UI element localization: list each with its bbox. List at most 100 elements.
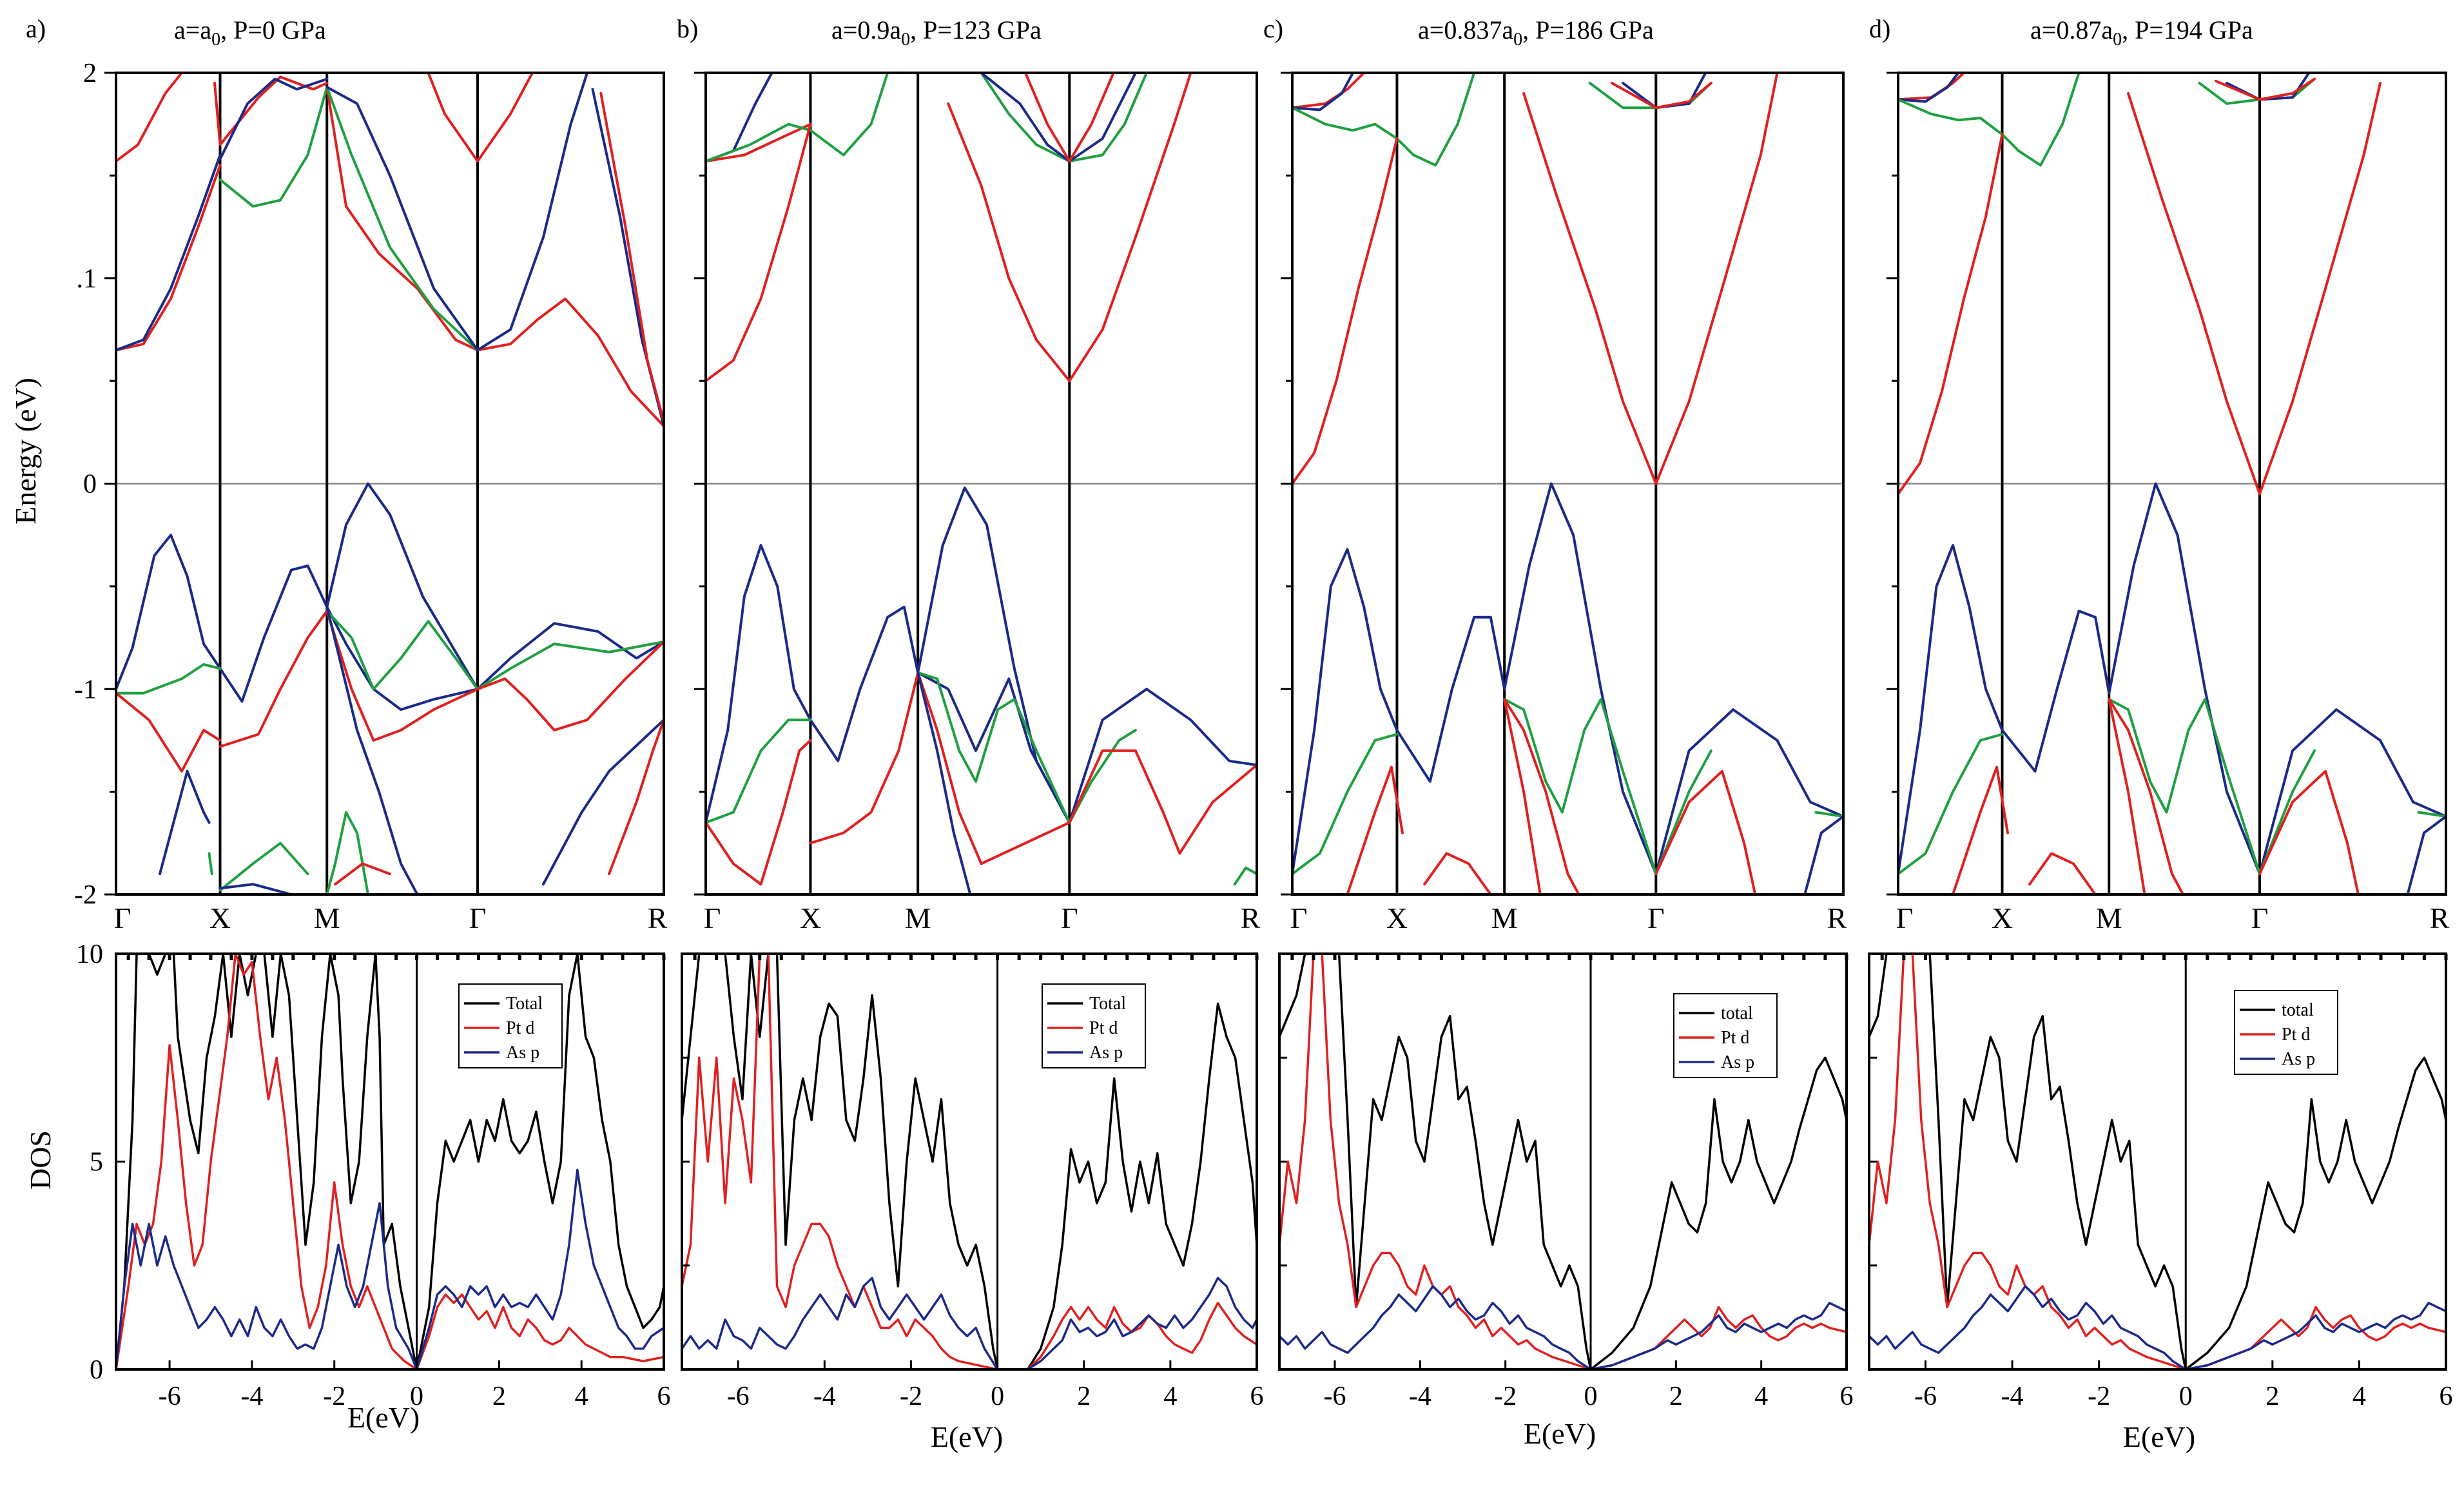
- dos-panel-d: -6 -4 -2 0 2 4 6 E(eV) total Pt d As p: [1868, 952, 2453, 1453]
- band-panel-a: a) a=a0, P=0 GPa Γ X M Γ R 2 .1 0 -1 -2: [26, 14, 668, 934]
- panel-letter: a): [26, 14, 46, 43]
- band-line-conduction-band: [1898, 73, 1960, 103]
- band-line-valence-band: [1068, 688, 1257, 824]
- dos-panel-a: -6 -4 -2 0 2 4 6 0 5 10 E(eV) Total Pt d As p: [76, 940, 671, 1434]
- kpoint-label: X: [800, 902, 821, 934]
- band-line-valence-band: [1898, 544, 2004, 876]
- dos-line-total: [682, 954, 999, 1369]
- kpoint-label: Γ: [469, 902, 487, 934]
- dos-x-tick-label: 4: [1163, 1382, 1177, 1411]
- dos-x-tick-label: 4: [2352, 1382, 2366, 1411]
- band-line-valence-band: [1654, 769, 1757, 894]
- dos-x-tick-label: 6: [1250, 1382, 1264, 1411]
- kpoint-label: Γ: [704, 902, 721, 934]
- legend-label: total: [2282, 1000, 2314, 1020]
- dos-x-axis-label: E(eV): [2123, 1420, 2195, 1453]
- band-line-valence-band: [116, 663, 222, 695]
- dos-line-pt-d: [2185, 1306, 2446, 1369]
- band-panel-c: c) a=0.837a0, P=186 GPa Γ X M Γ R: [1263, 14, 1847, 934]
- band-line-conduction-band: [213, 75, 329, 146]
- band-line-valence-band: [917, 671, 1071, 865]
- band-y-tick-label: 2: [83, 59, 97, 88]
- legend-box: [458, 983, 563, 1068]
- band-line-valence-band: [2028, 852, 2097, 894]
- legend-label: Total: [506, 994, 543, 1014]
- band-line-valence-band: [608, 719, 664, 876]
- kpoint-label: X: [1386, 902, 1408, 934]
- band-line-valence-band: [2258, 708, 2446, 876]
- band-line-valence-band: [476, 640, 664, 691]
- dos-line-pt-d: [682, 954, 998, 1369]
- dos-frame: [1868, 952, 2447, 1371]
- band-line-conduction-band: [980, 73, 1137, 163]
- band-line-valence-band: [1803, 815, 1843, 894]
- band-line-valence-band: [1503, 698, 1542, 894]
- band-line-conduction-band: [706, 73, 889, 163]
- dos-x-axis-label: E(eV): [931, 1420, 1003, 1453]
- dos-panel-b: -6 -4 -2 0 2 4 6 E(eV) Total Pt d As p: [681, 952, 1264, 1453]
- dos-x-tick-label: 0: [1584, 1382, 1598, 1411]
- band-y-tick-label: 0: [83, 470, 97, 499]
- legend-label: Pt d: [2282, 1025, 2310, 1045]
- band-line-conduction-band: [947, 73, 1192, 383]
- dos-x-tick-label: -2: [323, 1382, 345, 1411]
- dos-line-total: [116, 954, 418, 1369]
- band-line-valence-band: [1654, 749, 1712, 876]
- band-line-conduction-band: [1023, 73, 1115, 163]
- dos-x-axis-label: E(eV): [347, 1401, 420, 1434]
- panel-letter: d): [1869, 14, 1890, 43]
- band-line-conduction-band: [116, 164, 222, 352]
- band-line-valence-band: [1233, 866, 1257, 886]
- dos-x-tick-label: 0: [410, 1382, 423, 1411]
- dos-panel-c: -6 -4 -2 0 2 4 6 E(eV) total Pt d As p: [1278, 952, 1854, 1450]
- band-line-valence-band: [325, 811, 369, 894]
- band-lines: [706, 73, 1257, 894]
- dos-line-total: [2185, 1056, 2446, 1369]
- band-line-valence-band: [218, 883, 293, 894]
- dos-y-tick-label: 0: [90, 1355, 103, 1385]
- kpoint-label: Γ: [1647, 902, 1665, 934]
- dos-x-tick-label: 2: [492, 1382, 506, 1411]
- dos-line-total: [415, 954, 664, 1369]
- kpoint-label: Γ: [1896, 902, 1914, 934]
- band-line-conduction-band: [1292, 137, 1399, 485]
- dos-frame: [115, 952, 665, 1371]
- band-line-valence-band: [2108, 698, 2261, 876]
- band-line-conduction-band: [218, 77, 329, 160]
- band-line-conduction-band: [1522, 73, 1779, 485]
- kpoint-label: M: [2096, 902, 2122, 934]
- band-line-conduction-band: [476, 73, 588, 352]
- dos-x-tick-label: -6: [1324, 1382, 1346, 1411]
- band-line-valence-band: [917, 671, 1071, 824]
- band-line-valence-band: [2108, 698, 2146, 894]
- band-panel-b: b) a=0.9a0, P=123 GPa Γ X M Γ R: [677, 14, 1261, 934]
- legend-box: [1042, 983, 1146, 1068]
- legend-label: As p: [1721, 1052, 1754, 1072]
- dos-lines: [1279, 954, 1847, 1369]
- band-line-valence-band: [706, 544, 812, 824]
- dos-y-axis-label: DOS: [24, 1130, 57, 1190]
- panel-letter: b): [677, 14, 698, 43]
- band-line-valence-band: [2417, 811, 2446, 818]
- band-lines: [1292, 73, 1843, 894]
- dos-lines: [1869, 954, 2446, 1369]
- dos-lines: [116, 954, 664, 1369]
- band-line-valence-band: [2108, 698, 2184, 894]
- band-line-conduction-band: [1610, 81, 1712, 110]
- dos-x-tick-label: -4: [1409, 1382, 1431, 1411]
- dos-y-tick-label: 5: [90, 1148, 103, 1177]
- kpoint-label: R: [1241, 902, 1261, 934]
- band-line-valence-band: [159, 769, 211, 876]
- band-line-conduction-band: [1898, 73, 2081, 167]
- band-line-valence-band: [325, 610, 479, 742]
- dos-legend: total Pt d As p: [1673, 993, 1778, 1078]
- dos-line-as-p: [116, 1202, 418, 1369]
- panel-title: a=a0, P=0 GPa: [174, 15, 326, 50]
- band-line-conduction-band: [325, 86, 479, 352]
- band-line-conduction-band: [1292, 73, 1476, 167]
- dos-x-tick-label: 2: [1077, 1382, 1091, 1411]
- band-line-conduction-band: [1898, 133, 2004, 496]
- panel-title: a=0.87a0, P=194 GPa: [2030, 15, 2253, 50]
- dos-line-as-p: [1279, 1285, 1591, 1369]
- kpoint-label: Γ: [114, 902, 131, 934]
